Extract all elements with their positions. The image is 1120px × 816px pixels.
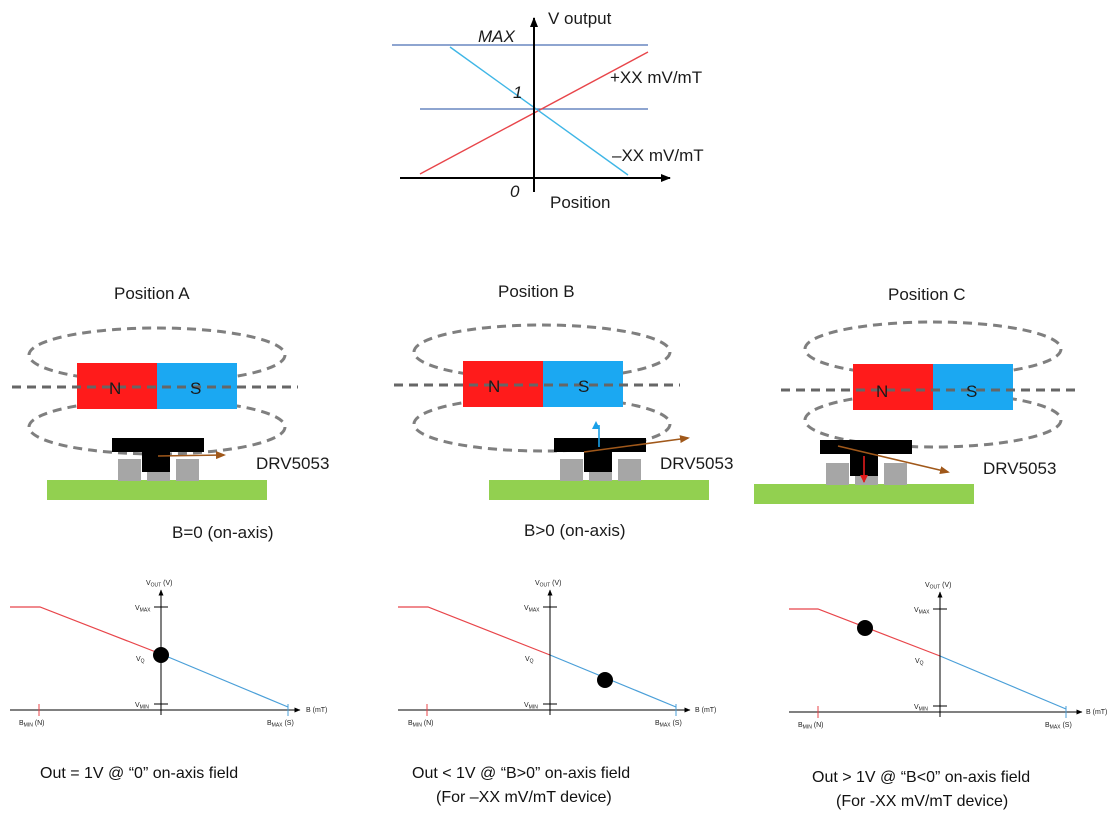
sensor-lead (884, 463, 907, 485)
bmax-label: BMAX (S) (267, 720, 294, 729)
position-c-panel: Position C N S DRV5053 (754, 285, 1078, 504)
magnet-north-label: N (488, 377, 500, 396)
field-vector-arrow (583, 435, 690, 453)
field-condition-label: B>0 (on-axis) (524, 521, 626, 540)
negative-slope-line (449, 46, 629, 176)
device-label: DRV5053 (983, 459, 1056, 478)
field-loop-lower (412, 395, 672, 453)
magnet-south-pole (933, 364, 1013, 410)
field-loop-upper (412, 323, 672, 381)
bmax-label: BMAX (S) (655, 720, 682, 729)
sensor-body (820, 440, 912, 454)
vout-axis-label: VOUT (V) (925, 582, 952, 591)
sensor-body (584, 452, 612, 472)
magnet-south-label: S (190, 379, 201, 398)
operating-point (597, 672, 613, 688)
vq-label: VQ (915, 658, 924, 667)
sensor-lead (826, 463, 849, 485)
sensor-body (142, 452, 170, 472)
field-vector-arrow (157, 451, 226, 460)
vmin-label: VMIN (914, 704, 928, 713)
field-loop-upper (27, 326, 287, 384)
magnet-north-label: N (109, 379, 121, 398)
south-side-curve (549, 654, 677, 708)
sensor-body (112, 438, 204, 452)
north-side-curve (10, 606, 162, 655)
operating-point (153, 647, 169, 663)
bmin-label: BMIN (N) (798, 722, 824, 731)
south-side-curve (160, 653, 289, 708)
vmax-label: VMAX (524, 605, 540, 614)
negative-slope-label: –XX mV/mT (612, 146, 704, 165)
sensor-body (554, 438, 646, 452)
device-label: DRV5053 (660, 454, 733, 473)
bmax-label: BMAX (S) (1045, 722, 1072, 731)
transfer-graph-a: VOUT (V) VMAX VQ VMIN BMIN (N) BMAX (S) … (10, 580, 327, 782)
sensor-lead (560, 459, 583, 481)
transfer-graph-c: VOUT (V) VMAX VQ VMIN BMIN (N) BMAX (S) … (789, 582, 1107, 810)
pcb-board (489, 480, 709, 500)
pcb-board (754, 484, 974, 504)
bmin-label: BMIN (N) (19, 720, 45, 729)
pcb-board (47, 480, 267, 500)
vmax-label: VMAX (914, 607, 930, 616)
north-side-curve (398, 606, 551, 656)
output-caption-note: (For -XX mV/mT device) (836, 793, 1008, 810)
output-caption-note: (For –XX mV/mT device) (436, 789, 612, 806)
max-label: MAX (478, 27, 516, 46)
position-title: Position C (888, 285, 965, 304)
field-loop-upper (803, 320, 1063, 378)
vmax-label: VMAX (135, 605, 151, 614)
zero-label: 0 (510, 182, 520, 201)
transfer-graph-b: VOUT (V) VMAX VQ VMIN BMIN (N) BMAX (S) … (398, 580, 716, 806)
vout-axis-label: VOUT (V) (535, 580, 562, 589)
b-axis-label: B (mT) (1086, 709, 1107, 716)
device-label: DRV5053 (256, 454, 329, 473)
b-axis-label: B (mT) (695, 707, 716, 714)
output-caption: Out = 1V @ “0” on-axis field (40, 765, 238, 782)
vmin-label: VMIN (524, 702, 538, 711)
output-caption: Out < 1V @ “B>0” on-axis field (412, 765, 630, 782)
position-b-panel: Position B N S DRV5053 B>0 (on-axis) (394, 282, 733, 540)
vq-label: VQ (136, 656, 145, 665)
top-output-graph: V output MAX 1 0 Position +XX mV/mT –XX … (392, 9, 704, 212)
position-title: Position A (114, 284, 190, 303)
sensor-lead (176, 459, 199, 481)
x-axis-label: Position (550, 193, 610, 212)
magnet-south-label: S (578, 377, 589, 396)
output-caption: Out > 1V @ “B<0” on-axis field (812, 769, 1030, 786)
positive-slope-label: +XX mV/mT (610, 68, 702, 87)
magnet-north-label: N (876, 382, 888, 401)
field-loop-lower (803, 391, 1063, 449)
y-axis-label: V output (548, 9, 612, 28)
sensor-lead (618, 459, 641, 481)
vmin-label: VMIN (135, 702, 149, 711)
vq-label: VQ (525, 656, 534, 665)
north-side-curve (789, 608, 941, 657)
one-label: 1 (513, 83, 522, 102)
operating-point (857, 620, 873, 636)
bmin-label: BMIN (N) (408, 720, 434, 729)
field-condition-label: B=0 (on-axis) (172, 523, 274, 542)
field-vector-arrow (837, 445, 950, 475)
magnet-south-label: S (966, 382, 977, 401)
field-loop-lower (27, 398, 287, 456)
magnet-north-pole (853, 364, 933, 410)
position-title: Position B (498, 282, 575, 301)
b-axis-label: B (mT) (306, 707, 327, 714)
vout-axis-label: VOUT (V) (146, 580, 173, 589)
south-side-curve (939, 655, 1067, 710)
position-a-panel: Position A N S DRV5053 B=0 (on-axis) (12, 284, 329, 542)
sensor-lead (118, 459, 141, 481)
